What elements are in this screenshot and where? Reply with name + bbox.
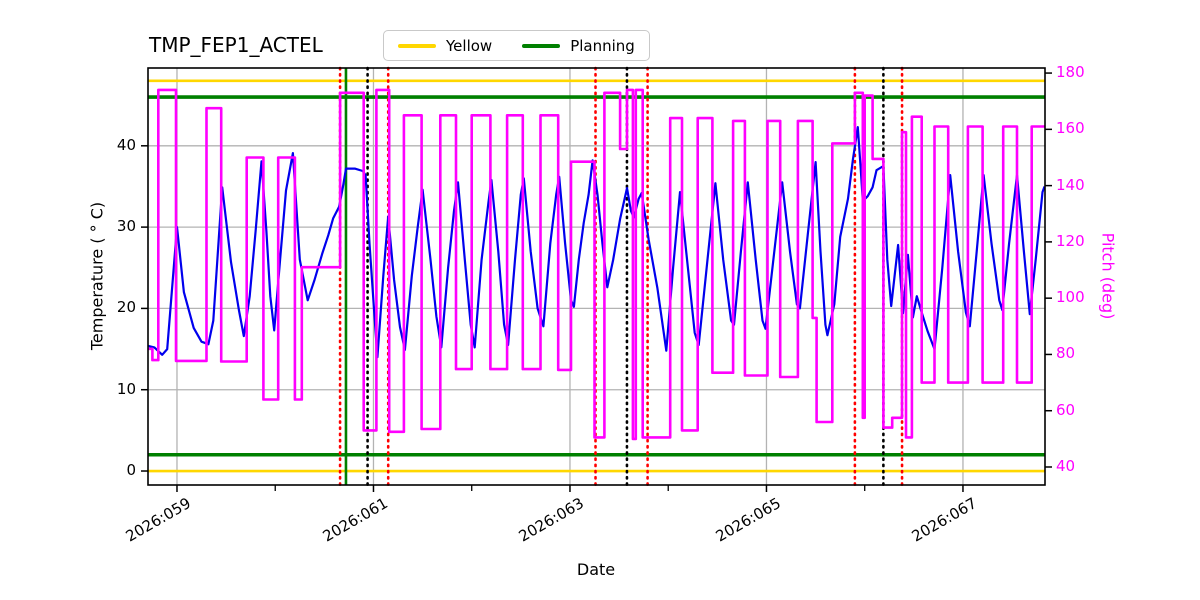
y-axis-label-pitch: Pitch (deg)	[1098, 232, 1118, 320]
y-tick-label-right: 60	[1056, 400, 1076, 419]
y-tick-label-left: 10	[116, 379, 136, 398]
yellow-line-swatch	[398, 43, 436, 48]
y-tick-label-left: 20	[116, 298, 136, 317]
legend: Yellow Planning	[383, 30, 650, 61]
legend-entry-yellow: Yellow	[398, 37, 492, 55]
y-tick-label-left: 0	[126, 461, 136, 480]
planning-line-swatch	[522, 43, 561, 48]
pitch-line	[148, 88, 1045, 441]
y-tick-label-right: 180	[1056, 63, 1085, 82]
chart-title: TMP_FEP1_ACTEL	[149, 33, 323, 57]
y-tick-label-right: 40	[1056, 456, 1076, 475]
x-axis-label-date: Date	[576, 560, 616, 579]
y-tick-label-right: 120	[1056, 231, 1085, 250]
y-tick-label-right: 100	[1056, 288, 1085, 307]
y-axis-label-temperature: Temperature ( ° C)	[87, 201, 107, 351]
y-tick-label-left: 40	[116, 135, 136, 154]
y-tick-label-right: 140	[1056, 175, 1085, 194]
legend-label-planning: Planning	[570, 36, 635, 55]
legend-label-yellow: Yellow	[446, 36, 493, 55]
y-tick-label-left: 30	[116, 217, 136, 236]
y-tick-label-right: 160	[1056, 119, 1085, 138]
y-tick-label-right: 80	[1056, 344, 1076, 363]
axes-frame	[147, 67, 1046, 486]
legend-entry-planning: Planning	[522, 37, 635, 55]
